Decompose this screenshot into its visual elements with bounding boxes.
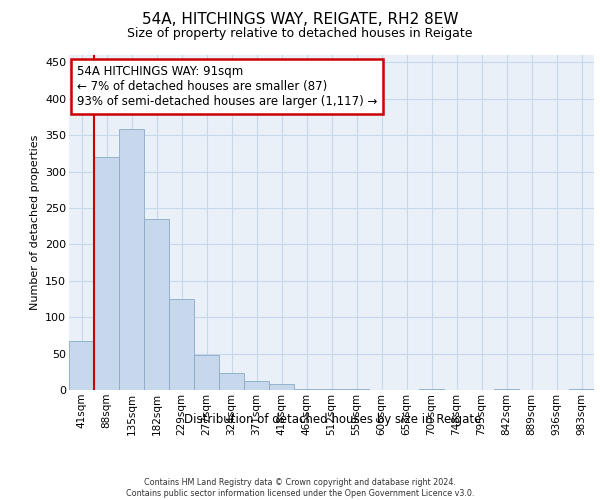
- Bar: [144, 219, 169, 390]
- Bar: [194, 355, 219, 390]
- Bar: [94, 157, 119, 390]
- Bar: [119, 130, 144, 390]
- Bar: [219, 373, 244, 390]
- Text: Contains HM Land Registry data © Crown copyright and database right 2024.
Contai: Contains HM Land Registry data © Crown c…: [126, 478, 474, 498]
- Text: 54A HITCHINGS WAY: 91sqm
← 7% of detached houses are smaller (87)
93% of semi-de: 54A HITCHINGS WAY: 91sqm ← 7% of detache…: [77, 65, 377, 108]
- Text: Size of property relative to detached houses in Reigate: Size of property relative to detached ho…: [127, 28, 473, 40]
- Bar: [294, 388, 319, 390]
- Bar: [244, 382, 269, 390]
- Bar: [169, 299, 194, 390]
- Y-axis label: Number of detached properties: Number of detached properties: [29, 135, 40, 310]
- Text: 54A, HITCHINGS WAY, REIGATE, RH2 8EW: 54A, HITCHINGS WAY, REIGATE, RH2 8EW: [142, 12, 458, 28]
- Text: Distribution of detached houses by size in Reigate: Distribution of detached houses by size …: [184, 412, 482, 426]
- Bar: [269, 384, 294, 390]
- Bar: [69, 341, 94, 390]
